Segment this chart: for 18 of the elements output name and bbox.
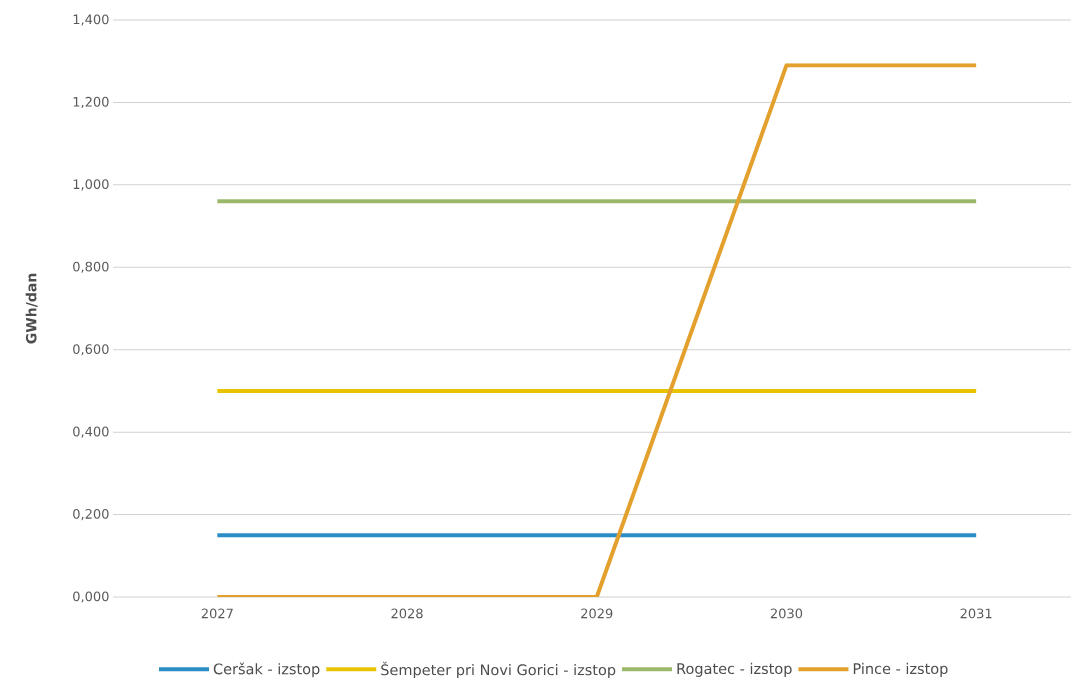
y-axis-title: GWh/dan — [25, 273, 38, 344]
y-tick-label: 1,400 — [73, 14, 109, 26]
y-tick-label: 1,000 — [73, 179, 109, 191]
x-tick-label: 2029 — [581, 608, 613, 619]
x-tick-label: 2027 — [201, 608, 233, 619]
legend-label: Ceršak - izstop — [213, 662, 320, 678]
y-tick-label: 1,200 — [73, 96, 109, 108]
legend-label: Pince - izstop — [853, 662, 948, 677]
y-tick-label: 0,000 — [73, 591, 109, 603]
y-tick-label: 0,200 — [73, 508, 109, 521]
y-tick-label: 0,600 — [73, 344, 109, 356]
legend-label: Rogatec - izstop — [677, 662, 792, 677]
legend-label: Šempeter pri Novi Gorici - izstop — [381, 661, 616, 679]
y-tick-label: 0,400 — [73, 426, 109, 438]
y-tick-label: 0,800 — [73, 261, 109, 273]
x-tick-label: 2030 — [770, 608, 803, 619]
x-tick-label: 2028 — [391, 608, 423, 619]
x-tick-label: 2031 — [960, 608, 992, 619]
